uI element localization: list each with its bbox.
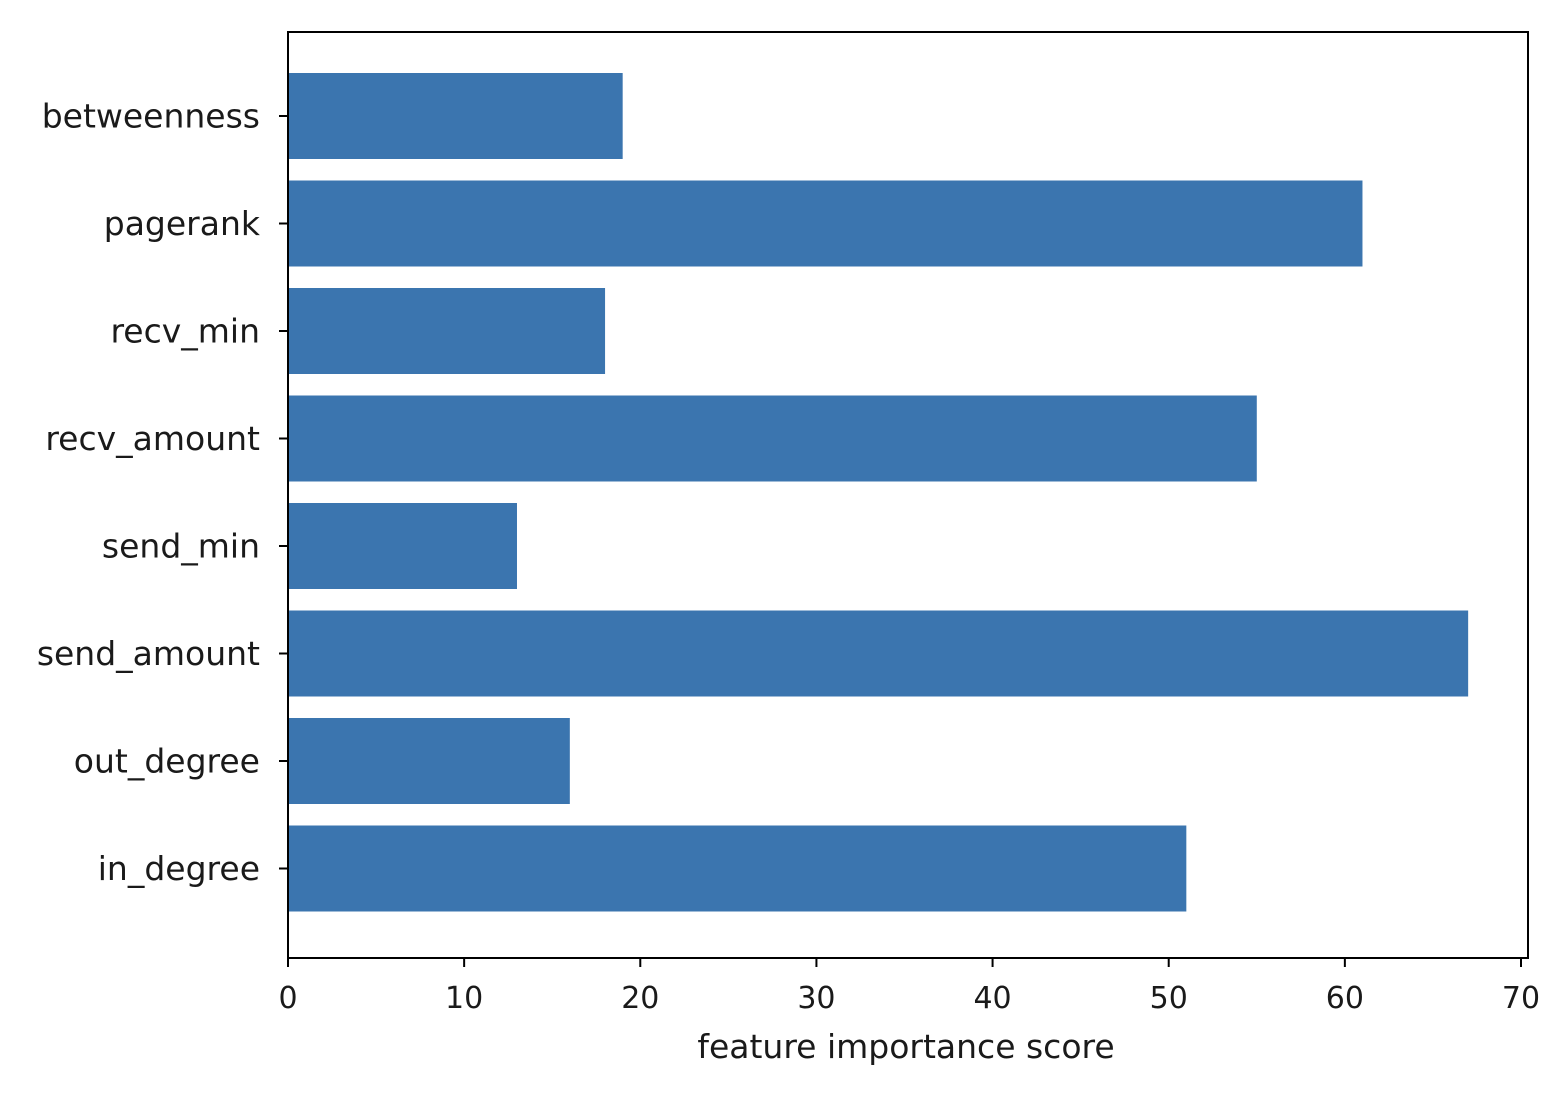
y-tick-label: send_min — [102, 527, 260, 566]
x-tick-label: 0 — [278, 981, 297, 1016]
x-axis: 0 10 20 30 40 50 60 70 — [278, 958, 1540, 1016]
y-axis: betweenness pagerank recv_min recv_amountse… — [37, 97, 288, 888]
bar-send-min — [288, 503, 517, 589]
y-tick-label: recv_min — [110, 312, 260, 351]
x-tick-label: 10 — [445, 981, 483, 1016]
y-tick-label: pagerank — [104, 204, 261, 243]
bar-in-degree — [288, 825, 1187, 912]
x-tick-label: 40 — [973, 981, 1011, 1016]
x-tick-label: 70 — [1502, 981, 1540, 1016]
bar-recv-min — [288, 288, 606, 374]
bar-send-amount — [288, 610, 1469, 697]
bar-pagerank — [288, 180, 1363, 267]
x-tick-label: 60 — [1326, 981, 1364, 1016]
x-axis-label: feature importance score — [697, 1027, 1114, 1066]
y-tick-label: out_degree — [74, 742, 260, 781]
bar-recv-amount — [288, 395, 1257, 482]
plot-frame — [287, 31, 1529, 959]
x-tick-label: 50 — [1150, 981, 1188, 1016]
bar-betweenness — [288, 73, 623, 159]
bar-out-degree — [288, 718, 570, 804]
y-tick-label: send_amount — [37, 634, 260, 673]
x-tick-label: 20 — [621, 981, 659, 1016]
x-tick-label: 30 — [797, 981, 835, 1016]
bars-layer — [288, 73, 1469, 912]
y-tick-label: betweenness — [42, 97, 260, 136]
y-tick-label: recv_amount — [45, 419, 260, 458]
y-tick-label: in_degree — [98, 849, 260, 888]
